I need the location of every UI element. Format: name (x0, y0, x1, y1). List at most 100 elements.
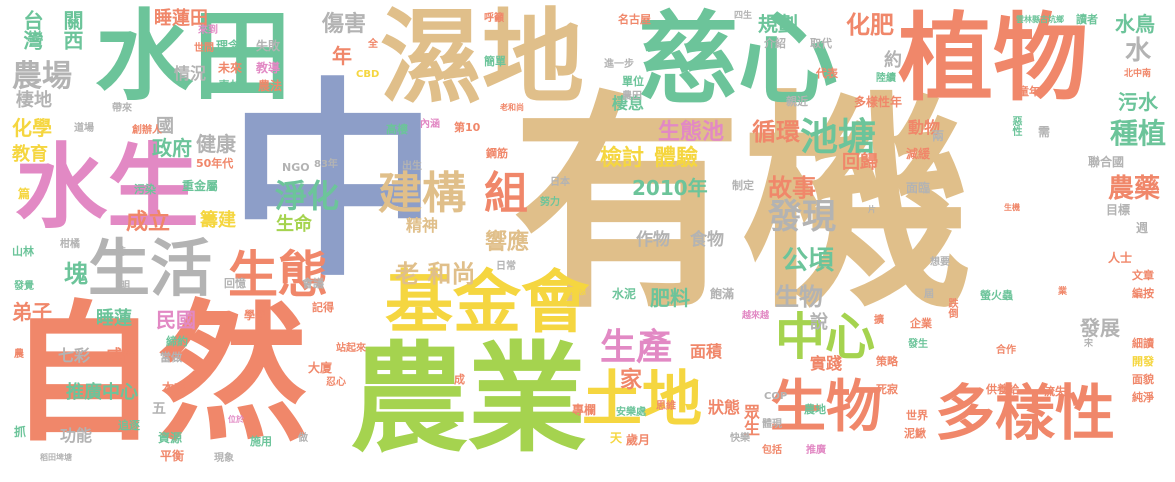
word: 生機 (1004, 203, 1020, 212)
word: 農法 (258, 79, 283, 93)
word: 農藥 (1108, 174, 1161, 204)
word: 施用 (250, 435, 272, 448)
word: 化肥 (846, 11, 894, 39)
word: 道場 (74, 123, 94, 134)
word: 宋 (1084, 339, 1094, 349)
word: 發展 (1080, 316, 1120, 340)
word: 篇 (18, 187, 31, 201)
word: 食物 (690, 230, 724, 250)
word: 體驗 (654, 146, 699, 171)
word: 取代 (810, 37, 832, 50)
word: 面積 (690, 342, 723, 361)
word: 跌倒 (946, 298, 957, 318)
word: 大廈 (308, 361, 333, 375)
word: 推廣中心 (66, 382, 138, 403)
word: 重金屬 (182, 179, 219, 193)
word: 忍心 (326, 377, 346, 388)
word: 公頃 (782, 246, 835, 276)
word: 生物 (770, 375, 882, 440)
word: 供養給 (986, 383, 1019, 396)
word: 體現 (762, 419, 782, 430)
word: 關西 (60, 10, 84, 50)
word: 專欄 (572, 403, 597, 417)
word: 簡單 (484, 55, 506, 68)
word: 故事 (768, 174, 816, 202)
word: 生命 (276, 214, 312, 235)
word: 名古屋 (618, 13, 651, 26)
word: 自然 (8, 288, 309, 462)
word: 種植 (1110, 117, 1167, 150)
word: 睡蓮田 (154, 8, 208, 29)
word: 世界 (906, 409, 928, 422)
word: 本來 (162, 381, 187, 395)
word: 高樓 (386, 123, 408, 136)
word: 狀態 (708, 398, 741, 417)
word: 出生 (402, 161, 422, 172)
word: 天 (610, 431, 623, 445)
word: 水生 (15, 134, 200, 241)
word: 追逐 (118, 419, 140, 432)
word: 弟子 (12, 300, 52, 324)
word: 抓 (14, 425, 27, 439)
word: 淨化 (275, 177, 340, 215)
word: 老 和尚 (395, 260, 476, 288)
word: 位於 (228, 415, 244, 424)
word: 編按 (1132, 287, 1154, 300)
word: 做 (298, 433, 308, 444)
word: 死寂 (876, 383, 898, 396)
word: 污水 (1118, 90, 1158, 114)
word: 想要 (930, 257, 950, 268)
word: 陸續 (876, 73, 896, 84)
word: 籌建 (200, 210, 236, 231)
word: 教育 (12, 144, 48, 165)
word: 策略 (876, 355, 898, 368)
word: 化學 (12, 116, 52, 140)
word: 合作 (996, 345, 1016, 356)
word: 成立 (126, 210, 171, 235)
word: 生態 (570, 287, 586, 296)
word: 中 (228, 60, 439, 305)
word: 企業 (910, 317, 932, 330)
word: 約 (884, 50, 902, 71)
word: 努力 (540, 197, 560, 208)
word: 來到 (198, 25, 218, 36)
word: 現象 (214, 453, 234, 464)
word: 山林 (12, 245, 34, 258)
word: 雲林縣古坑鄉 (1016, 15, 1064, 24)
word: 創辦人 (132, 125, 162, 136)
word: 越來越 (742, 311, 770, 321)
word: 農田 (622, 91, 642, 102)
word: 包括 (762, 445, 782, 456)
word: 制定 (732, 179, 754, 192)
word: 明 (120, 281, 130, 292)
word: 眾生 (741, 404, 760, 436)
word: 親近 (786, 95, 808, 108)
word: 失敗 (256, 39, 281, 53)
word: 推廣 (806, 445, 826, 456)
word: 土地 (582, 365, 702, 435)
word: 傷害 (322, 12, 367, 37)
word: 全 (368, 39, 378, 50)
word: 聯合國 (1088, 155, 1125, 169)
word: 睡蓮 (96, 308, 132, 329)
word: 泥鰍 (904, 427, 926, 440)
word: 農地 (804, 403, 826, 416)
word: 柑橘 (60, 239, 80, 250)
word: 會議 (302, 277, 324, 290)
word: 功能 (60, 426, 93, 445)
word: 文章 (1132, 269, 1154, 282)
word: 第10 (454, 121, 481, 134)
word: 多樣性年 (854, 95, 903, 109)
word: 目標 (1106, 203, 1131, 217)
word: 發生 (908, 339, 928, 350)
word: NGO (282, 161, 310, 174)
word: 年 (332, 44, 352, 68)
word: 發現 (768, 197, 836, 237)
word: 進一步 (604, 59, 634, 70)
word: 資源 (158, 431, 183, 445)
word: 快樂 (730, 433, 750, 444)
word: 生態 (228, 246, 328, 304)
word: COP (764, 391, 788, 402)
word: 平衡 (160, 449, 185, 463)
word: 老和尚 (500, 103, 524, 112)
